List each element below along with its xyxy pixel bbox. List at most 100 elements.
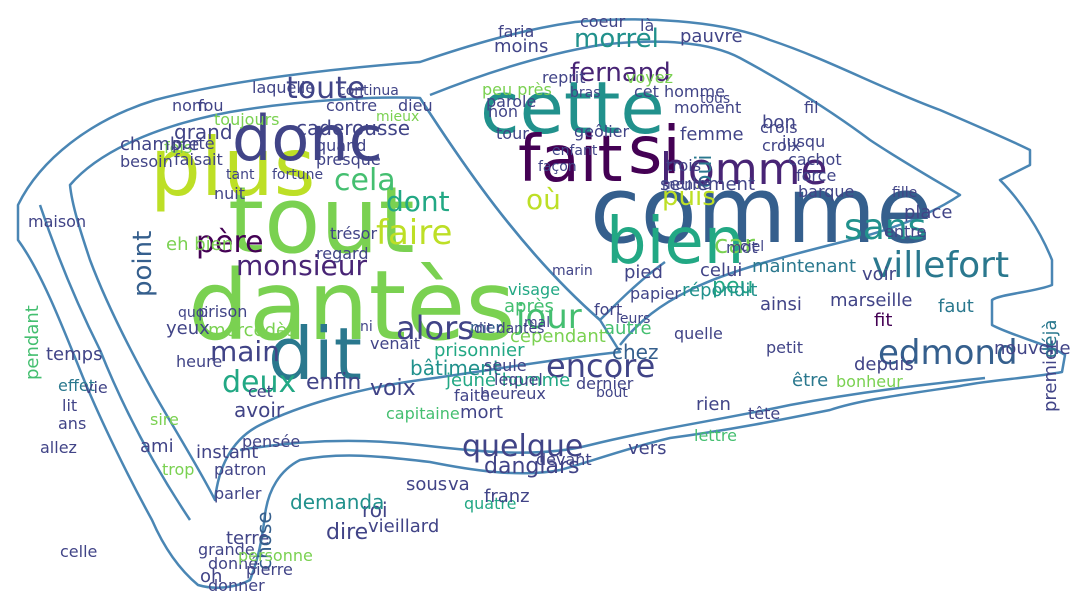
cloud-word: main	[210, 335, 280, 368]
cloud-word: femme	[680, 124, 744, 145]
cloud-word: dantès	[188, 250, 516, 362]
cloud-word: enfant	[552, 143, 598, 159]
cloud-word: roi	[362, 498, 388, 522]
cloud-word: temps	[46, 344, 103, 365]
cloud-word: rien	[696, 394, 731, 415]
cloud-word: fort	[594, 300, 623, 319]
cloud-word: trop	[162, 460, 195, 479]
cloud-word: force	[796, 166, 837, 185]
cloud-word: donc	[232, 102, 383, 175]
cloud-word: cependant	[510, 326, 606, 347]
cloud-word: ni	[360, 319, 373, 335]
cloud-word: tour	[496, 124, 529, 143]
cloud-word: peu près	[482, 80, 552, 99]
cloud-word: moins	[494, 36, 549, 57]
cloud-word: pauvre	[680, 26, 743, 47]
cloud-word: entre	[884, 222, 927, 241]
cloud-word: quelle	[674, 324, 723, 343]
cloud-word: fernand	[570, 58, 671, 88]
cloud-word: cet	[248, 382, 273, 401]
cloud-word: là	[640, 16, 655, 35]
cloud-word: pierre	[246, 560, 293, 579]
cloud-word: car	[714, 230, 755, 260]
cloud-word: autre	[604, 318, 652, 339]
cloud-word: deux	[222, 365, 297, 400]
cloud-word: bonheur	[836, 372, 903, 391]
cloud-word: monsieur	[236, 249, 368, 282]
cloud-word: mal	[524, 315, 551, 331]
cloud-word: caderousse	[296, 116, 411, 140]
cloud-word: encore	[546, 347, 656, 385]
cloud-word: lettre	[694, 426, 737, 445]
cloud-word: dire	[326, 520, 369, 545]
cloud-word: alors	[396, 309, 474, 347]
cloud-word: fille	[892, 185, 918, 201]
cloud-word: mort	[460, 402, 504, 423]
cloud-word: voyez	[626, 68, 673, 87]
cloud-word: faria	[498, 22, 535, 41]
cloud-word: être	[792, 370, 829, 391]
cloud-word: quelque	[462, 429, 584, 464]
book-left-page-inner	[68, 96, 622, 502]
cloud-word: tant	[226, 167, 255, 183]
cloud-word: yeux	[166, 318, 210, 339]
cloud-word: geôlier	[574, 122, 630, 141]
cloud-word: dont	[386, 185, 450, 218]
cloud-word: fois	[164, 138, 193, 157]
cloud-word: coeur	[580, 12, 626, 31]
cloud-word: voix	[370, 376, 416, 401]
cloud-word: donné	[208, 554, 259, 573]
cloud-word: mieux	[376, 109, 420, 125]
cloud-word: regard	[316, 244, 369, 263]
cloud-word: faire	[376, 213, 453, 253]
cloud-word: jusqu	[782, 132, 826, 151]
cloud-word: voir	[862, 264, 897, 285]
cloud-word: morrel	[574, 24, 659, 54]
book-left-edge-fold	[38, 204, 192, 521]
cloud-word: va	[448, 474, 470, 495]
cloud-word: point	[128, 230, 158, 298]
cloud-word: ciel	[740, 239, 765, 255]
cloud-word: terre	[226, 528, 270, 549]
cloud-word: effet	[58, 376, 95, 395]
cloud-word: plus	[150, 121, 316, 214]
cloud-word: cet homme	[634, 82, 725, 101]
cloud-word: toujours	[214, 110, 280, 129]
cloud-word: quatre	[464, 494, 517, 513]
cloud-word: cela	[334, 163, 396, 198]
cloud-word: seulement	[660, 174, 756, 195]
cloud-word: demanda	[290, 490, 385, 514]
cloud-word: heureux	[480, 384, 546, 403]
cloud-word: depuis	[854, 354, 914, 375]
cloud-word: mot	[726, 238, 758, 257]
cloud-word: dernier	[576, 374, 634, 393]
cloud-word: villefort	[872, 245, 1010, 286]
cloud-word: maison	[28, 212, 87, 231]
cloud-word: capitaine	[386, 404, 460, 423]
cloud-word: mer	[470, 318, 503, 337]
book-lower-curl	[239, 376, 986, 454]
cloud-word: tout	[228, 167, 415, 274]
cloud-word: peu	[712, 274, 754, 299]
cloud-word: nouvelle	[994, 338, 1071, 359]
cloud-word: comme	[590, 157, 933, 264]
cloud-word: jeune homme	[446, 370, 571, 391]
cloud-word: devant	[536, 450, 592, 469]
cloud-word: mercédès	[208, 320, 297, 341]
cloud-word: franz	[484, 486, 530, 507]
cloud-word: contre	[326, 96, 378, 115]
cloud-word: visage	[508, 280, 561, 299]
cloud-word: reprit	[542, 68, 586, 87]
cloud-word: toute	[286, 71, 366, 106]
cloud-word: danglars	[484, 454, 580, 479]
cloud-word: patron	[214, 460, 267, 479]
cloud-word: tête	[748, 404, 781, 423]
cloud-word: fait	[518, 123, 623, 197]
cloud-word: parler	[214, 484, 262, 503]
cloud-word: bout	[596, 385, 628, 401]
cloud-word: leurs	[616, 311, 651, 327]
cloud-word: place	[904, 202, 953, 223]
cloud-word: jour	[516, 297, 582, 337]
cloud-word: puis	[662, 182, 716, 212]
